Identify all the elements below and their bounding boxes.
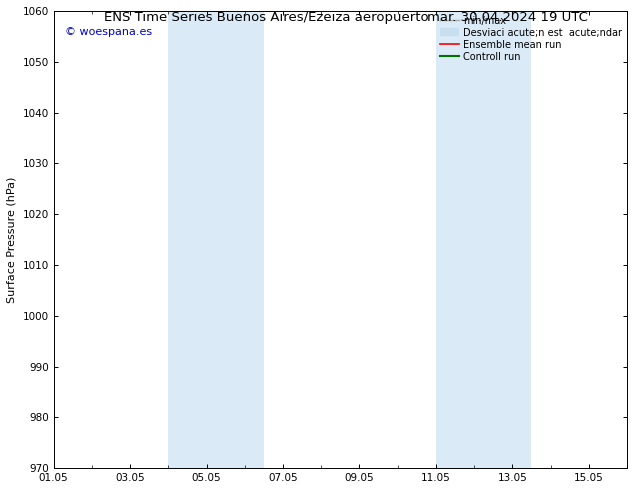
Bar (436, 11, 531, 468)
Legend: min/max, Desviaci acute;n est  acute;ndar, Ensemble mean run, Controll run: min/max, Desviaci acute;n est acute;ndar… (438, 14, 624, 64)
Y-axis label: Surface Pressure (hPa): Surface Pressure (hPa) (7, 176, 17, 303)
Bar (168, 11, 264, 468)
Text: © woespana.es: © woespana.es (65, 27, 152, 37)
Text: ENS Time Series Buenos Aires/Ezeiza aeropuerto: ENS Time Series Buenos Aires/Ezeiza aero… (104, 11, 429, 24)
Text: mar. 30.04.2024 19 UTC: mar. 30.04.2024 19 UTC (427, 11, 588, 24)
